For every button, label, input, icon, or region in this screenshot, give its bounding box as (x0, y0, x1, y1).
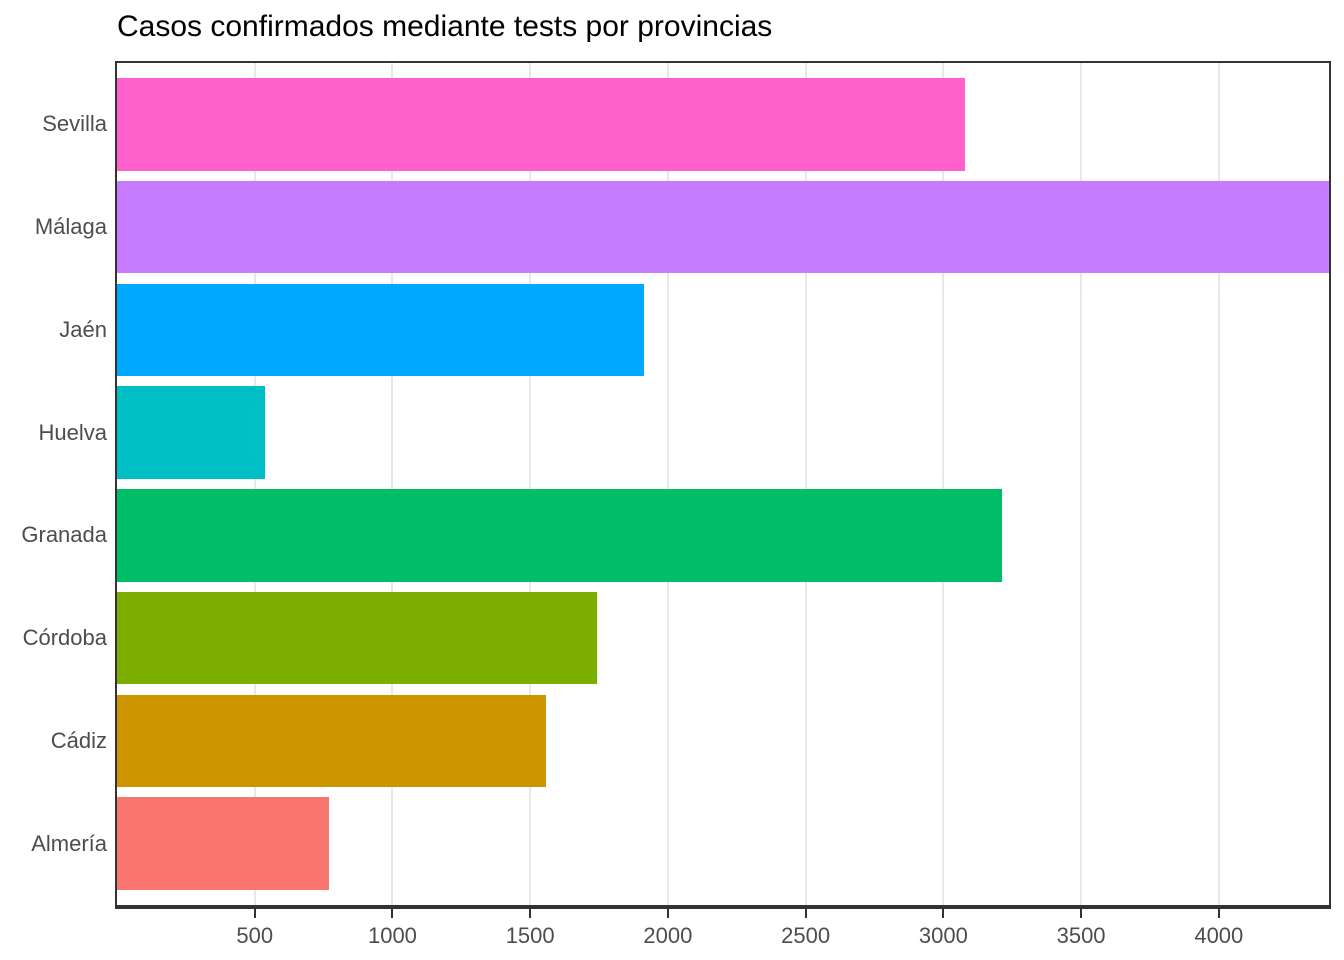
x-tick-label-4000: 4000 (1194, 923, 1244, 948)
y-axis-label-huelva: Huelva (38, 419, 107, 445)
bar-row-almeria (117, 792, 1329, 895)
bar-malaga (117, 180, 1329, 274)
gridline-3500 (1080, 63, 1083, 905)
bar-cadiz (117, 694, 546, 788)
bar-row-cordoba (117, 587, 1329, 690)
y-axis-label-cadiz: Cádiz (50, 727, 107, 753)
y-axis-label-almeria: Almería (31, 830, 107, 856)
bar-row-granada (117, 484, 1329, 587)
bar-rows (117, 73, 1329, 895)
x-tick-mark-1000 (391, 909, 394, 918)
x-tick-mark-500 (253, 909, 256, 918)
bar-almeria (117, 797, 329, 890)
gridline-2000 (666, 63, 669, 905)
x-tick-mark-3500 (1080, 909, 1083, 918)
gridline-3000 (942, 63, 945, 905)
bar-row-jaen (117, 279, 1329, 382)
x-tick-label-500: 500 (236, 923, 274, 948)
x-tick-label-2500: 2500 (781, 923, 831, 948)
bar-row-huelva (117, 381, 1329, 484)
chart-title: Casos confirmados mediante tests por pro… (117, 10, 773, 43)
gridline-2500 (804, 63, 807, 905)
bar-row-malaga (117, 176, 1329, 279)
x-tick-label-2000: 2000 (643, 923, 693, 948)
y-axis-label-jaen: Jaén (59, 316, 107, 342)
y-axis-label-sevilla: Sevilla (42, 111, 107, 137)
plot-panel (115, 61, 1331, 909)
x-tick-mark-2000 (666, 909, 669, 918)
x-tick-label-3500: 3500 (1056, 923, 1106, 948)
x-axis: 500 1000 1500 2000 2500 3000 3500 4000 (117, 909, 1329, 959)
x-tick-mark-2500 (804, 909, 807, 918)
bar-sevilla (117, 78, 965, 171)
bar-row-cadiz (117, 690, 1329, 793)
gridline-1000 (391, 63, 394, 905)
bar-jaen (117, 283, 644, 377)
x-tick-label-3000: 3000 (918, 923, 968, 948)
x-tick-label-1500: 1500 (505, 923, 555, 948)
y-axis-label-cordoba: Córdoba (22, 625, 107, 651)
gridline-500 (253, 63, 256, 905)
x-tick-label-1000: 1000 (367, 923, 417, 948)
y-axis-labels: Sevilla Málaga Jaén Huelva Granada Córdoba Cád… (0, 73, 107, 895)
x-tick-mark-3000 (942, 909, 945, 918)
x-tick-mark-1500 (529, 909, 532, 918)
x-tick-mark-4000 (1217, 909, 1220, 918)
bar-granada (117, 489, 1002, 582)
bar-row-sevilla (117, 73, 1329, 176)
y-axis-label-malaga: Málaga (34, 214, 107, 240)
bar-huelva (117, 386, 265, 479)
gridline-1500 (529, 63, 532, 905)
gridline-4000 (1217, 63, 1220, 905)
bar-cordoba (117, 591, 597, 685)
gridlines (117, 63, 1329, 905)
y-axis-label-granada: Granada (21, 522, 107, 548)
